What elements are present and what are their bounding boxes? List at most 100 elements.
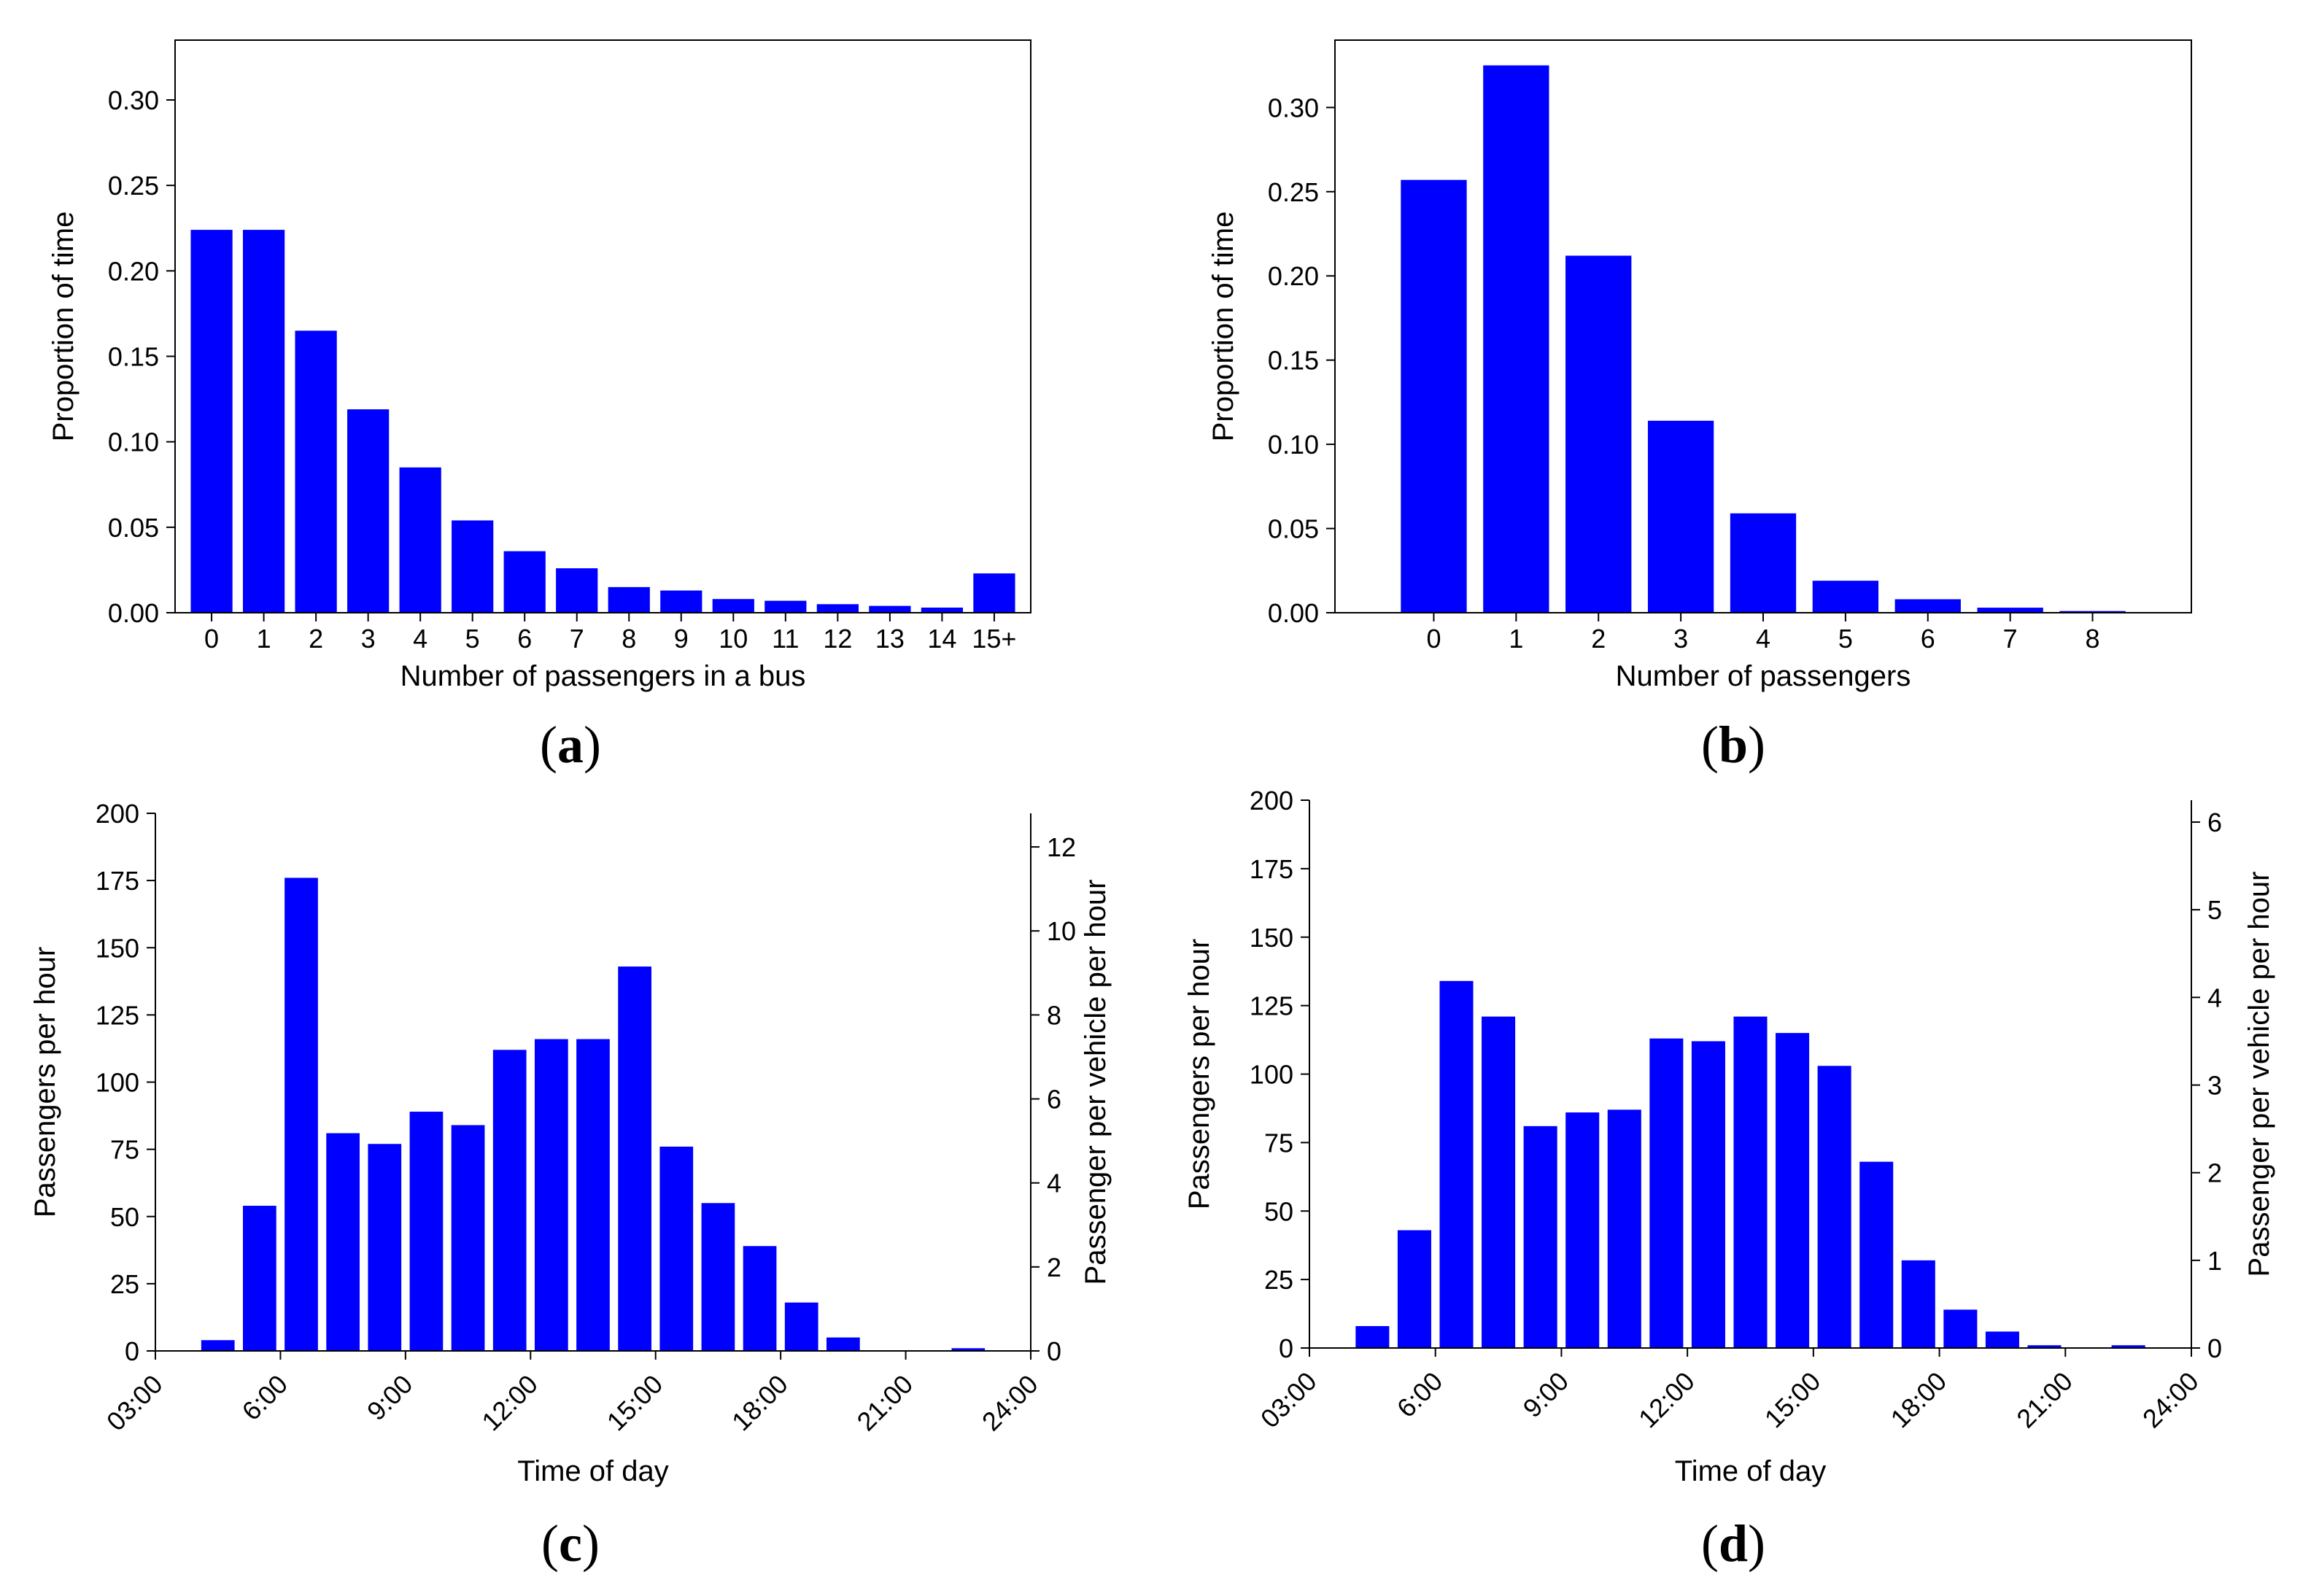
x-tick-label: 6:00 — [236, 1369, 294, 1427]
bar-hour-20 — [2027, 1345, 2062, 1348]
bar-hour-19 — [1985, 1331, 2019, 1348]
y-tick-label: 0.15 — [1268, 346, 1319, 376]
bar-hour-9 — [409, 1112, 444, 1351]
y-axis-label: Passengers per hour — [1183, 939, 1215, 1209]
bar-9 — [660, 590, 702, 613]
bar-hour-10 — [1607, 1109, 1641, 1348]
bar-hour-13 — [576, 1039, 610, 1351]
y-tick-label: 0.30 — [1268, 93, 1319, 123]
bar-hour-8 — [368, 1144, 402, 1351]
y-axis-label-right: Passenger per vehicle per hour — [2243, 872, 2275, 1277]
y-tick-label: 175 — [96, 866, 139, 896]
x-axis-label: Number of passengers in a bus — [400, 660, 806, 692]
y-axis-label-right: Passenger per vehicle per hour — [1080, 880, 1112, 1285]
x-tick-label: 7 — [2003, 624, 2018, 654]
x-tick-label: 4 — [1756, 624, 1770, 654]
y-tick-label: 75 — [110, 1135, 139, 1165]
y-tick-label: 50 — [1264, 1196, 1293, 1226]
bar-hour-17 — [1901, 1260, 1935, 1348]
bar-6 — [1894, 599, 1961, 613]
x-tick-label: 6 — [1921, 624, 1935, 654]
chart-panel-a: 0 1 2 3 4 5 6 7 8 9 10 11 12 13 14 15+0.000.050.100.150… — [47, 39, 1031, 774]
y-right-tick-label: 2 — [1047, 1252, 1061, 1282]
y-tick-label: 0.05 — [1268, 514, 1319, 544]
x-tick-label: 11 — [772, 624, 799, 654]
y-right-tick-label: 2 — [2207, 1158, 2222, 1188]
x-tick-label: 5 — [1838, 624, 1853, 654]
bar-hour-14 — [1776, 1033, 1810, 1348]
bar-hour-16 — [701, 1203, 735, 1351]
y-right-tick-label: 0 — [2207, 1333, 2222, 1363]
bar-1 — [1483, 65, 1549, 613]
bar-hour-12 — [535, 1039, 568, 1351]
x-tick-label: 21:00 — [851, 1369, 919, 1437]
x-tick-label: 9:00 — [361, 1369, 419, 1427]
bar-hour-5 — [243, 1206, 276, 1351]
bar-13 — [869, 605, 911, 613]
bar-hour-18 — [784, 1302, 818, 1351]
bar-7 — [556, 568, 598, 613]
bar-hour-22 — [2111, 1345, 2145, 1348]
y-tick-label: 200 — [1250, 786, 1293, 816]
y-tick-label: 0.25 — [108, 171, 159, 201]
x-tick-label: 18:00 — [1885, 1366, 1953, 1434]
y-right-tick-label: 8 — [1047, 1000, 1061, 1030]
x-tick-label: 15:00 — [1759, 1366, 1827, 1434]
bar-3 — [347, 409, 390, 613]
x-tick-label: 3 — [1673, 624, 1688, 654]
x-tick-label: 21:00 — [2010, 1366, 2078, 1434]
bar-0 — [1401, 179, 1467, 613]
bar-hour-17 — [743, 1246, 777, 1351]
bar-hour-19 — [827, 1337, 860, 1351]
bar-hour-11 — [492, 1050, 527, 1351]
bar-11 — [764, 600, 807, 613]
y-tick-label: 175 — [1250, 854, 1293, 884]
bar-hour-12 — [1691, 1041, 1725, 1348]
x-tick-label: 1 — [1509, 624, 1523, 654]
y-tick-label: 25 — [1264, 1265, 1293, 1295]
x-tick-label: 03:00 — [1255, 1366, 1323, 1434]
y-axis-label: Proportion of time — [1207, 212, 1239, 442]
y-axis-label: Passengers per hour — [29, 947, 61, 1217]
y-tick-label: 0 — [125, 1336, 139, 1366]
x-tick-label: 9:00 — [1517, 1366, 1575, 1424]
x-tick-label: 18:00 — [726, 1369, 794, 1437]
x-tick-label: 8 — [2086, 624, 2100, 654]
caption-a: (a) — [540, 716, 601, 774]
x-tick-label: 12:00 — [476, 1369, 543, 1437]
y-tick-label: 125 — [96, 1000, 139, 1030]
y-right-tick-label: 0 — [1047, 1336, 1061, 1366]
bar-hour-6 — [284, 878, 318, 1351]
y-right-tick-label: 5 — [2207, 895, 2222, 925]
x-tick-label: 10 — [719, 624, 748, 654]
x-tick-label: 4 — [413, 624, 427, 654]
x-tick-label: 15+ — [972, 624, 1016, 654]
y-tick-label: 0.20 — [108, 256, 159, 286]
bar-hour-10 — [451, 1125, 485, 1351]
bar-12 — [816, 604, 859, 613]
bar-4 — [399, 467, 441, 613]
x-tick-label: 5 — [465, 624, 480, 654]
y-tick-label: 0 — [1279, 1333, 1293, 1363]
bar-2 — [295, 330, 337, 613]
bar-hour-15 — [1817, 1066, 1851, 1348]
x-tick-label: 1 — [257, 624, 271, 654]
y-tick-label: 25 — [110, 1269, 139, 1299]
bar-hour-22 — [951, 1348, 986, 1351]
bar-hour-16 — [1859, 1161, 1894, 1348]
y-right-tick-label: 12 — [1047, 832, 1076, 862]
x-tick-label: 12:00 — [1633, 1366, 1700, 1434]
x-tick-label: 3 — [361, 624, 376, 654]
y-right-tick-label: 6 — [2207, 807, 2222, 837]
bar-hour-13 — [1733, 1016, 1768, 1348]
y-tick-label: 125 — [1250, 991, 1293, 1021]
x-tick-label: 24:00 — [2137, 1366, 2204, 1434]
caption-d: (d) — [1701, 1514, 1765, 1573]
y-right-tick-label: 4 — [2207, 983, 2222, 1012]
x-axis-label: Number of passengers — [1616, 660, 1911, 692]
bar-7 — [1977, 608, 2043, 613]
y-right-tick-label: 1 — [2207, 1246, 2222, 1276]
bar-2 — [1565, 255, 1632, 613]
x-tick-label: 03:00 — [101, 1369, 169, 1437]
